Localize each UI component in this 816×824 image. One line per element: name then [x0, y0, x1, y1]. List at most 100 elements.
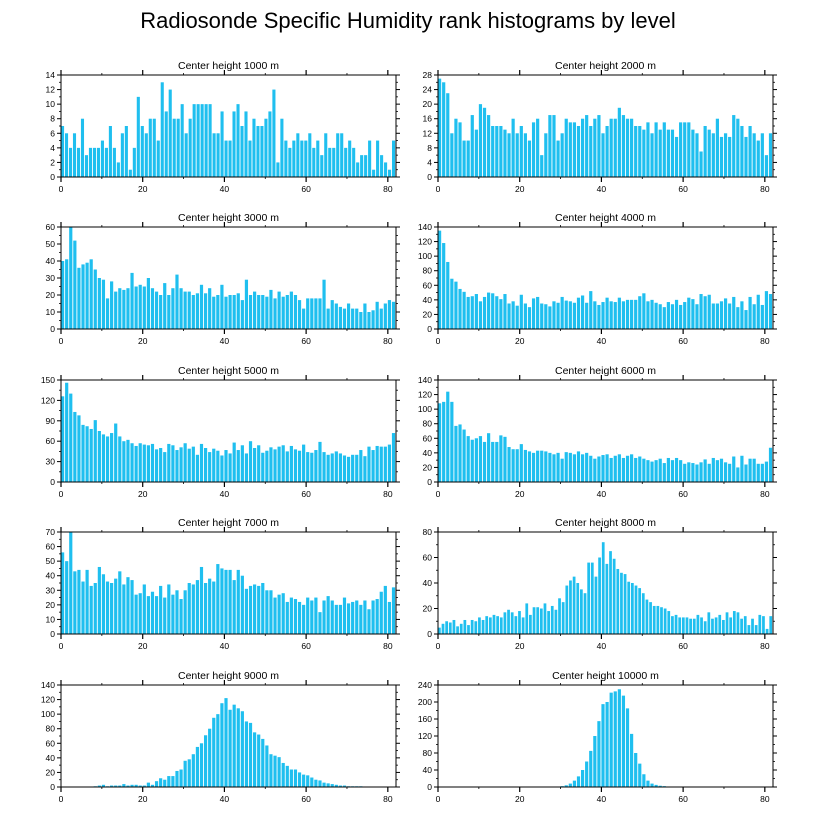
histogram-bar: [257, 734, 261, 787]
histogram-bar: [587, 562, 591, 634]
histogram-bar: [711, 303, 715, 329]
x-tick-label: 80: [383, 794, 393, 804]
y-tick-label: 6: [50, 128, 55, 138]
histogram-bar: [728, 303, 732, 329]
x-tick-label: 60: [678, 794, 688, 804]
y-tick-label: 0: [427, 477, 432, 487]
histogram-bar: [216, 295, 220, 329]
histogram-bar: [265, 296, 269, 329]
histogram-bar: [691, 463, 695, 482]
histogram-bar: [150, 591, 155, 634]
histogram-bar: [146, 445, 150, 482]
histogram-bar: [585, 302, 589, 329]
histogram-bar: [441, 623, 445, 634]
histogram-bar: [355, 308, 359, 329]
histogram-bar: [257, 585, 261, 634]
histogram-bar: [134, 445, 138, 482]
histogram-bar: [621, 695, 626, 788]
histogram-bar: [196, 104, 200, 177]
histogram-bar: [367, 446, 371, 482]
histogram-bar: [183, 760, 187, 787]
histogram-bar: [138, 284, 142, 329]
histogram-bar: [293, 449, 298, 482]
histogram-bar: [302, 444, 306, 482]
histogram-bar: [679, 304, 683, 329]
histogram-bar: [482, 441, 487, 482]
histogram-bar: [718, 614, 722, 635]
histogram-bar: [638, 456, 642, 482]
histogram-bar: [625, 455, 630, 482]
histogram-bar: [654, 460, 658, 482]
histogram-bar: [539, 608, 543, 634]
histogram-bar: [459, 623, 463, 634]
histogram-bar: [208, 288, 212, 329]
histogram-bar: [700, 617, 703, 634]
histogram-bar: [118, 785, 122, 787]
histogram-bar: [605, 126, 609, 177]
histogram-bar: [503, 294, 507, 329]
histogram-bar: [154, 449, 159, 482]
x-tick-label: 0: [59, 489, 64, 499]
histogram-bar: [65, 382, 69, 482]
histogram-bar: [466, 436, 470, 482]
y-tick-label: 60: [46, 436, 56, 446]
histogram-bar: [73, 411, 77, 482]
histogram-bar: [240, 126, 244, 177]
histogram-bar: [122, 441, 126, 482]
histogram-bar: [212, 296, 216, 329]
histogram-bar: [634, 585, 638, 634]
histogram-bar: [338, 785, 342, 787]
histogram-bar: [179, 599, 183, 634]
histogram-bar: [122, 584, 126, 634]
histogram-bar: [326, 783, 330, 787]
histogram-bar: [576, 126, 581, 177]
histogram-bar: [612, 558, 616, 634]
x-tick-label: 20: [515, 641, 525, 651]
histogram-bar: [156, 140, 160, 177]
histogram-bar: [760, 463, 764, 482]
x-tick-label: 0: [59, 641, 64, 651]
histogram-bar: [244, 111, 248, 177]
histogram-bar: [488, 617, 492, 634]
histogram-bar: [163, 452, 167, 482]
histogram-bar: [683, 463, 687, 482]
histogram-bar: [634, 753, 638, 787]
histogram-bar: [703, 459, 707, 482]
histogram-bar: [163, 597, 167, 634]
y-tick-label: 60: [423, 280, 433, 290]
histogram-bar: [515, 449, 519, 482]
histogram-bar: [187, 583, 191, 634]
histogram-bar: [670, 129, 675, 177]
histogram-bar: [116, 162, 120, 177]
histogram-bar: [674, 299, 679, 329]
histogram-bar: [268, 111, 272, 177]
y-tick-label: 14: [46, 70, 56, 80]
histogram-bar: [93, 269, 97, 329]
histogram-bar: [338, 306, 342, 329]
histogram-bar: [609, 551, 612, 635]
histogram-bar: [723, 298, 728, 329]
histogram-bar: [306, 298, 310, 329]
histogram-bar: [126, 288, 130, 329]
histogram-bar: [564, 300, 568, 329]
histogram-bar: [467, 625, 470, 634]
histogram-bar: [176, 118, 180, 177]
x-tick-label: 0: [436, 336, 441, 346]
histogram-bar: [192, 104, 196, 177]
histogram-bar: [77, 267, 81, 329]
histogram-bar: [531, 122, 536, 177]
histogram-bar: [236, 293, 240, 329]
histogram-bar: [491, 441, 495, 482]
histogram-panel-2: Center height 2000 m 0 4 8 12 16 20 24 28 0 20 40 60…: [423, 60, 777, 194]
panel-title: Center height 4000 m: [555, 212, 656, 224]
histogram-bar: [499, 126, 503, 177]
histogram-bar: [621, 301, 626, 329]
histogram-bar: [442, 82, 446, 177]
histogram-bar: [126, 785, 130, 787]
histogram-bar: [536, 118, 540, 177]
histogram-bar: [371, 450, 375, 482]
x-tick-label: 40: [597, 336, 607, 346]
histogram-bar: [736, 307, 740, 329]
histogram-bar: [342, 785, 347, 787]
histogram-bar: [179, 288, 183, 329]
